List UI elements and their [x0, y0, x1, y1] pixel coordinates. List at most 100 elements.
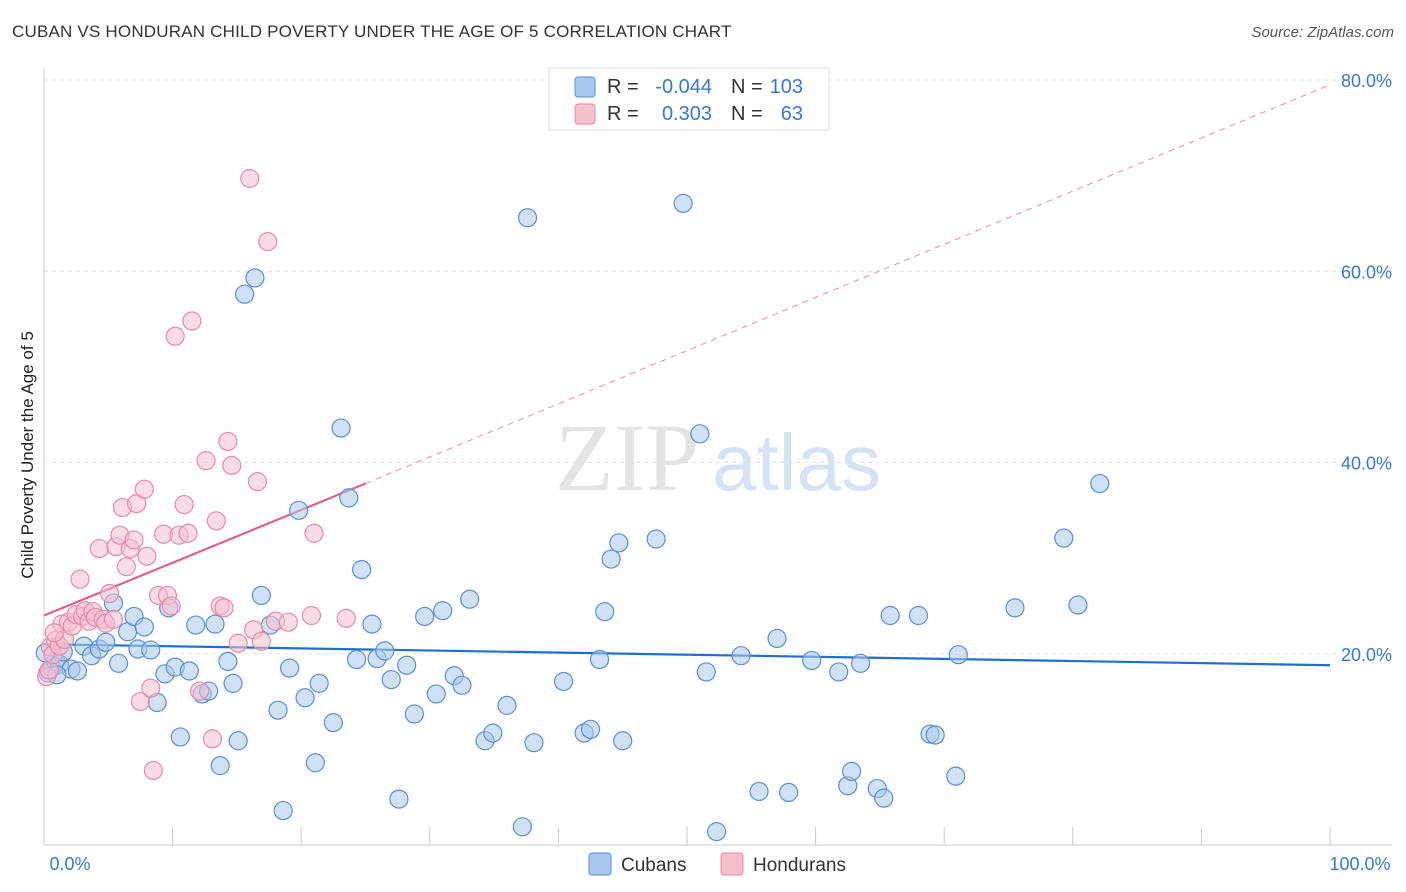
point-hondurans — [174, 494, 194, 515]
point-hondurans — [251, 631, 271, 651]
point-cubans — [1005, 598, 1025, 618]
legend-n-label-cubans: N = — [731, 76, 763, 98]
point-hondurans — [70, 569, 90, 589]
point-cubans — [829, 662, 849, 682]
point-cubans — [268, 700, 288, 720]
legend-n-value-cubans: 103 — [770, 76, 803, 98]
point-cubans — [346, 649, 367, 670]
point-hondurans — [196, 450, 216, 471]
point-cubans — [228, 731, 248, 751]
source-label: Source: ZipAtlas.com — [1251, 24, 1394, 41]
point-cubans — [802, 650, 822, 671]
chart-title: CUBAN VS HONDURAN CHILD POVERTY UNDER TH… — [12, 22, 732, 41]
point-cubans — [404, 704, 424, 724]
point-cubans — [595, 602, 615, 622]
point-hondurans — [130, 691, 151, 712]
point-cubans — [580, 719, 601, 739]
point-cubans — [362, 614, 382, 634]
point-cubans — [96, 632, 116, 652]
point-hondurans — [214, 598, 234, 618]
point-cubans — [1068, 595, 1088, 615]
point-cubans — [497, 695, 517, 715]
y-tick-label: 20.0% — [1341, 645, 1392, 665]
point-cubans — [179, 661, 199, 681]
point-hondurans — [278, 612, 298, 632]
legend-n-value-hondurans: 63 — [781, 103, 803, 125]
point-cubans — [218, 651, 238, 672]
point-cubans — [613, 731, 633, 751]
point-cubans — [381, 669, 401, 690]
point-cubans — [295, 688, 315, 708]
point-cubans — [273, 800, 293, 821]
point-cubans — [946, 766, 966, 786]
point-hondurans — [89, 538, 109, 559]
y-tick-label: 40.0% — [1341, 454, 1392, 474]
bottom-legend-swatch-hondurans — [720, 852, 744, 876]
point-hondurans — [336, 608, 356, 628]
point-hondurans — [165, 326, 185, 346]
point-cubans — [874, 788, 894, 808]
point-cubans — [925, 725, 945, 745]
point-cubans — [609, 533, 629, 553]
trend-lines — [43, 84, 1331, 667]
y-tick-label: 80.0% — [1341, 71, 1392, 91]
legend-swatch-hondurans — [574, 103, 596, 125]
point-cubans — [251, 585, 271, 606]
point-hondurans — [247, 472, 268, 492]
point-hondurans — [141, 678, 161, 698]
point-hondurans — [190, 681, 210, 701]
watermark-zip: ZIP — [555, 404, 699, 511]
point-cubans — [690, 424, 710, 444]
point-cubans — [309, 673, 329, 693]
point-cubans — [589, 649, 610, 670]
point-cubans — [331, 418, 351, 438]
y-axis-title: Child Poverty Under the Age of 5 — [18, 331, 37, 579]
legend-box: R = -0.044 N = 103 R = 0.303 N = 63 — [548, 67, 830, 131]
point-hondurans — [44, 623, 64, 643]
point-hondurans — [137, 546, 157, 566]
point-hondurans — [222, 455, 242, 475]
legend-swatch-cubans — [574, 76, 596, 98]
point-cubans — [210, 756, 230, 776]
bottom-legend-label-hondurans: Hondurans — [753, 855, 846, 876]
point-hondurans — [134, 479, 154, 499]
point-cubans — [706, 822, 727, 842]
point-hondurans — [228, 633, 248, 653]
gridlines — [44, 79, 1392, 655]
point-cubans — [415, 606, 435, 627]
axes — [43, 68, 1392, 846]
point-hondurans — [258, 232, 278, 252]
point-cubans — [646, 529, 666, 549]
legend-r-value-hondurans: 0.303 — [662, 103, 712, 125]
point-cubans — [517, 208, 538, 228]
point-cubans — [452, 675, 472, 695]
point-cubans — [389, 789, 409, 809]
point-cubans — [305, 753, 325, 773]
point-cubans — [908, 605, 929, 626]
legend-n-label-hondurans: N = — [731, 103, 763, 125]
point-cubans — [223, 673, 243, 693]
point-cubans — [460, 589, 480, 609]
point-hondurans — [103, 609, 124, 629]
point-cubans — [673, 193, 693, 213]
point-cubans — [375, 641, 395, 661]
point-cubans — [67, 661, 88, 681]
point-cubans — [170, 727, 190, 747]
point-hondurans — [304, 523, 324, 543]
point-cubans — [483, 723, 503, 743]
point-hondurans — [178, 523, 198, 543]
point-cubans — [323, 712, 343, 733]
point-cubans — [397, 655, 417, 675]
point-cubans — [426, 684, 446, 704]
point-cubans — [280, 658, 300, 678]
trend-line-hondurans — [43, 482, 366, 617]
point-hondurans — [240, 168, 260, 189]
point-hondurans — [202, 729, 223, 749]
data-points — [35, 168, 1110, 842]
point-cubans — [767, 628, 787, 649]
legend-r-label-cubans: R = — [607, 76, 639, 98]
bottom-legend-swatch-cubans — [588, 852, 612, 876]
point-hondurans — [161, 596, 181, 616]
point-hondurans — [206, 511, 226, 531]
